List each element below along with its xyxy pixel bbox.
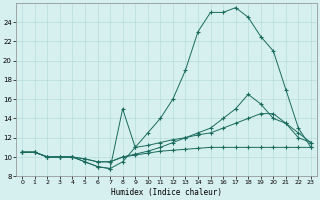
X-axis label: Humidex (Indice chaleur): Humidex (Indice chaleur) bbox=[111, 188, 222, 197]
